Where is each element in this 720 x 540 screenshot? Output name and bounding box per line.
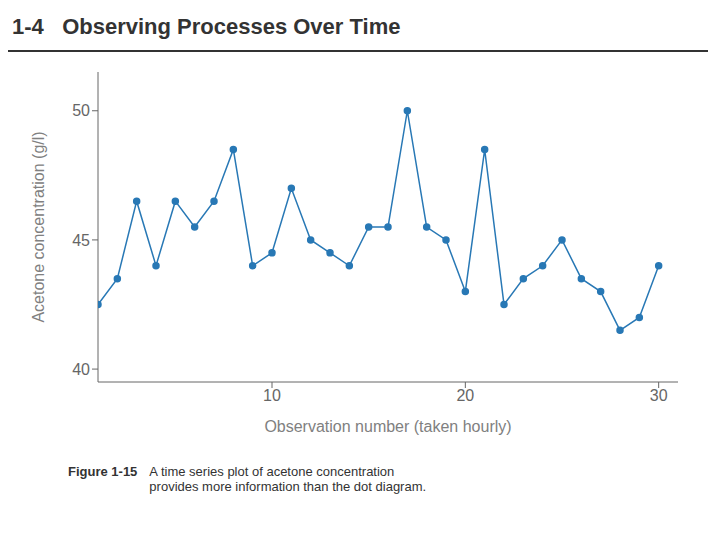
svg-text:50: 50 [72, 102, 90, 119]
svg-text:Observation number (taken hour: Observation number (taken hourly) [264, 418, 511, 435]
svg-text:30: 30 [650, 387, 668, 404]
html-text:Figure 1-15: Figure 1-15 [68, 464, 138, 479]
html-text:1-4 Observing Processes Over T: 1-4 Observing Processes Over Time [12, 14, 401, 39]
svg-text:Acetone concentration (g/l): Acetone concentration (g/l) [30, 131, 47, 322]
svg-text:45: 45 [72, 232, 90, 249]
html-text:provides more information than: provides more information than the dot d… [149, 479, 427, 494]
html-text:A time series plot of acetone: A time series plot of acetone concentrat… [149, 464, 395, 479]
svg-text:20: 20 [456, 387, 474, 404]
svg-text:40: 40 [72, 361, 90, 378]
svg-text:10: 10 [263, 387, 281, 404]
